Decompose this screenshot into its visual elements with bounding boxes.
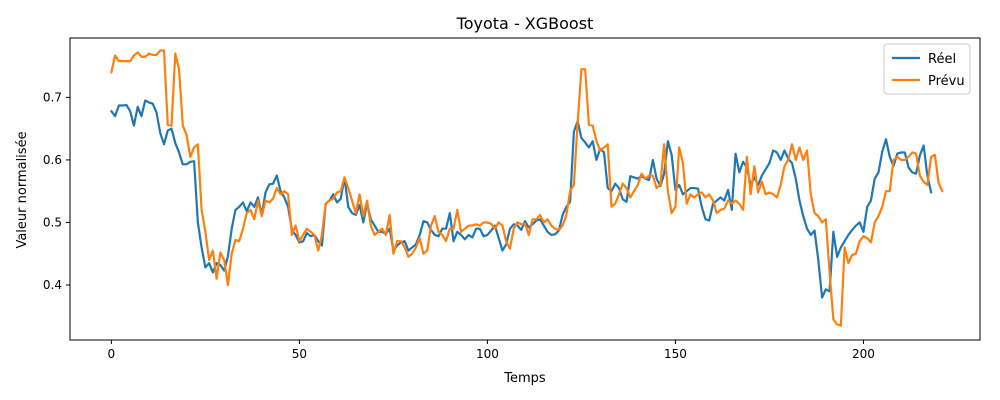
y-tick-label: 0.6: [43, 153, 62, 167]
legend-label: Prévu: [928, 74, 965, 89]
axes: 0 50 100 150 200 0.4 0.5 0.6 0.7: [43, 37, 981, 361]
plot-area: [110, 49, 944, 327]
y-tick-label: 0.4: [43, 278, 62, 292]
y-tick-label: 0.7: [43, 90, 62, 104]
legend: Réel Prévu: [883, 43, 971, 95]
y-axis-label: Valeur normalisée: [15, 131, 30, 248]
x-tick-label: 50: [292, 347, 307, 361]
x-tick-label: 0: [108, 347, 116, 361]
series-line-prevu: [110, 49, 944, 327]
chart-title: Toyota - XGBoost: [456, 14, 594, 33]
legend-label: Réel: [928, 52, 956, 67]
x-tick-label: 100: [476, 347, 499, 361]
x-tick-label: 200: [852, 347, 875, 361]
x-axis-label: Temps: [503, 371, 546, 386]
plot-frame: [69, 37, 981, 341]
y-tick-label: 0.5: [43, 215, 62, 229]
x-tick-label: 150: [664, 347, 687, 361]
series-line-reel: [110, 99, 933, 299]
legend-box: [883, 43, 971, 95]
